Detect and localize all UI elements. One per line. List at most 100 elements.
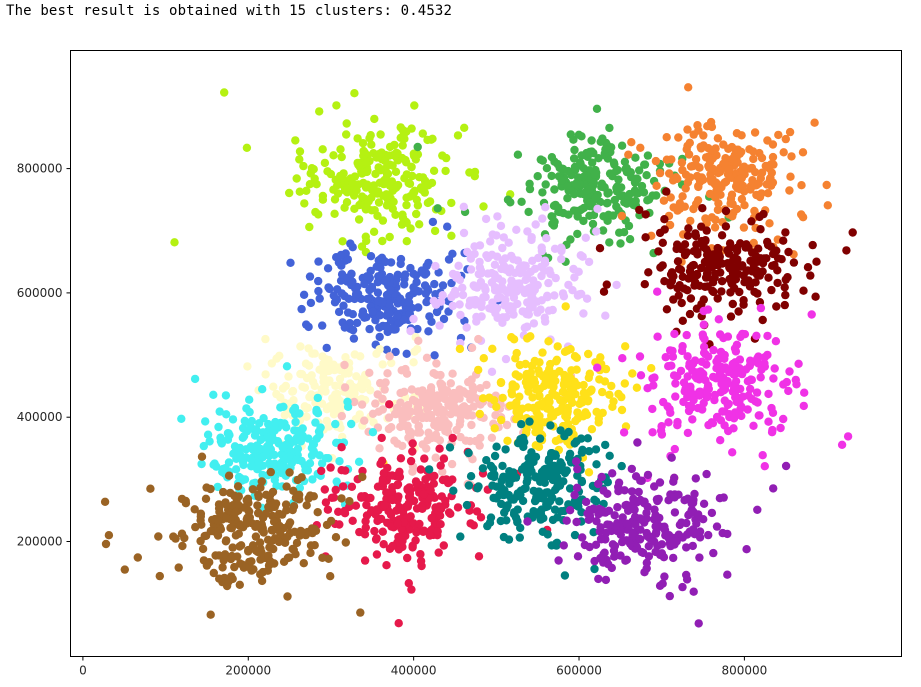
data-point (423, 436, 432, 445)
data-point (655, 581, 665, 590)
data-point (629, 494, 638, 503)
data-point (371, 169, 380, 179)
data-point (386, 316, 396, 325)
data-point (767, 285, 776, 295)
data-point (340, 186, 350, 195)
data-point (736, 332, 745, 342)
data-point (714, 168, 723, 178)
data-point (404, 427, 414, 436)
data-point (786, 172, 795, 181)
data-point (721, 206, 731, 216)
data-point (255, 538, 265, 547)
data-point (174, 563, 183, 572)
data-point (773, 266, 782, 275)
data-point (717, 231, 727, 240)
data-point (569, 264, 578, 274)
data-point (684, 401, 694, 411)
data-point (438, 151, 447, 160)
data-point (669, 553, 678, 563)
data-point (625, 539, 635, 548)
data-point (412, 209, 421, 219)
data-point (529, 507, 538, 516)
data-point (565, 449, 575, 458)
data-point (635, 352, 645, 361)
data-point (666, 281, 675, 290)
data-point (324, 454, 333, 463)
data-point (757, 168, 767, 177)
data-point (617, 405, 627, 415)
data-point (333, 285, 342, 294)
data-point (545, 266, 554, 275)
data-point (677, 158, 687, 167)
data-point (282, 482, 291, 491)
data-point (295, 187, 304, 196)
data-point (393, 519, 403, 529)
data-point (337, 466, 346, 475)
data-point (792, 380, 801, 389)
data-point (352, 372, 361, 381)
data-point (615, 228, 624, 237)
data-point (299, 559, 308, 568)
data-point (550, 185, 559, 194)
data-point (735, 287, 744, 297)
data-point (378, 236, 387, 246)
data-point (726, 275, 736, 284)
data-point (610, 511, 619, 520)
data-point (704, 255, 713, 264)
data-point (848, 228, 857, 237)
data-point (718, 407, 727, 416)
data-point (758, 451, 767, 460)
data-point (343, 397, 352, 406)
data-point (694, 619, 703, 628)
data-point (699, 342, 709, 352)
data-point (713, 186, 722, 195)
data-point (632, 543, 642, 552)
data-point (520, 286, 529, 295)
data-point (253, 522, 262, 531)
output-text: The best result is obtained with 15 clus… (6, 3, 453, 19)
data-point (598, 134, 607, 143)
data-point (624, 150, 633, 159)
data-point (412, 479, 421, 488)
data-point (692, 199, 701, 209)
data-point (213, 482, 222, 492)
data-point (612, 280, 621, 290)
data-point (251, 546, 261, 555)
data-point (375, 332, 384, 342)
data-point (509, 510, 519, 519)
data-point (409, 358, 418, 367)
data-point (427, 317, 436, 326)
data-point (382, 488, 391, 497)
data-point (592, 227, 601, 236)
cluster-13 (425, 417, 637, 580)
data-point (329, 291, 338, 300)
data-point (228, 415, 238, 424)
data-point (254, 463, 264, 472)
data-point (400, 387, 409, 396)
data-point (748, 267, 757, 276)
data-point (404, 298, 414, 307)
data-point (407, 585, 416, 594)
data-point (230, 562, 239, 572)
data-point (423, 135, 432, 145)
data-point (674, 490, 683, 499)
data-point (292, 174, 301, 183)
data-point (516, 435, 525, 444)
data-point (355, 527, 364, 537)
data-point (383, 369, 392, 378)
data-point (551, 273, 560, 283)
data-point (672, 244, 681, 254)
data-point (762, 180, 771, 189)
data-point (449, 486, 458, 495)
data-point (729, 370, 739, 379)
data-point (569, 154, 579, 163)
data-point (507, 333, 516, 342)
data-point (416, 556, 426, 566)
data-point (799, 401, 808, 411)
data-point (209, 390, 218, 399)
data-point (283, 592, 292, 601)
data-point (322, 343, 331, 353)
data-point (293, 475, 302, 485)
data-point (573, 229, 582, 239)
data-point (408, 447, 417, 456)
